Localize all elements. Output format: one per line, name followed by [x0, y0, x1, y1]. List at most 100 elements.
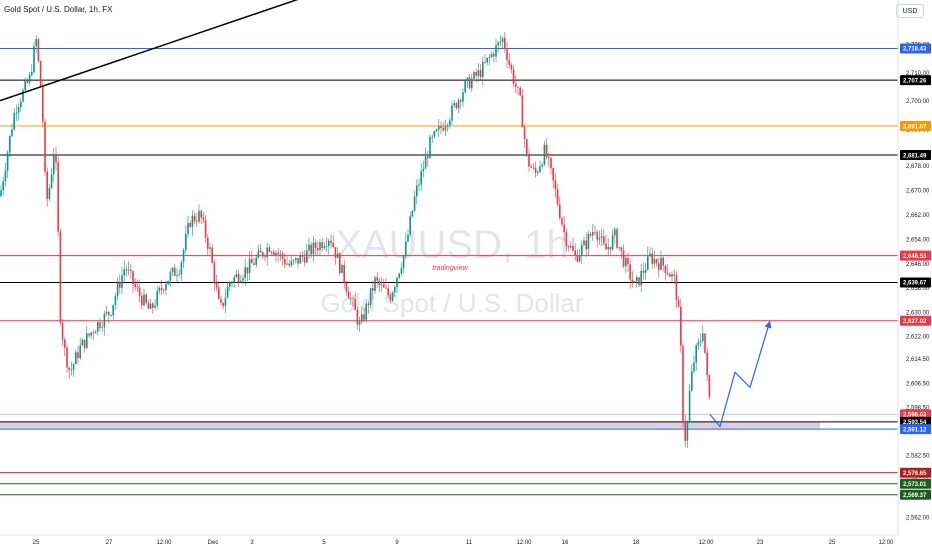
candle-body: [651, 253, 653, 264]
candle-body: [209, 247, 211, 249]
candle-body: [341, 264, 343, 273]
candle-body: [543, 144, 546, 165]
candle-body: [108, 311, 110, 316]
trendline[interactable]: [0, 0, 350, 102]
candle-body: [200, 210, 202, 218]
candle-body: [215, 283, 218, 288]
candle-body: [600, 236, 603, 238]
candle-body: [264, 256, 266, 258]
candle-body: [101, 327, 103, 328]
candle-body: [501, 37, 504, 42]
candle-body: [110, 315, 112, 316]
candle-body: [242, 277, 244, 281]
candle-body: [295, 257, 297, 261]
candle-body: [163, 289, 165, 291]
candle-body: [299, 255, 301, 264]
candle-body: [431, 136, 433, 138]
candle-body: [394, 287, 396, 293]
candle-body: [156, 291, 158, 306]
time-axis[interactable]: 25 27 12:00 Dec 3 5 9 11 12:00 16 18 12:00 23 25 12:00: [0, 534, 898, 546]
candle-body: [666, 272, 669, 275]
candle-body: [644, 269, 647, 273]
candle-body: [455, 103, 458, 109]
candle-body: [482, 62, 484, 78]
candle-body: [671, 274, 673, 277]
candle-body: [321, 242, 323, 249]
price-tag: [900, 277, 931, 288]
candle-body: [691, 371, 693, 391]
candle-body: [59, 231, 62, 323]
price-tag-label: 2,576.65: [903, 471, 927, 477]
candle-body: [389, 295, 392, 301]
candle-body: [328, 240, 330, 247]
candle-body: [418, 184, 420, 186]
x-tick-label: 23: [757, 540, 764, 546]
candle-body: [552, 167, 554, 181]
candle-body: [237, 274, 240, 283]
y-tick-label: 2,678.00: [906, 164, 930, 170]
candle-body: [149, 303, 152, 309]
candle-body: [61, 322, 64, 340]
candle-body: [693, 362, 695, 372]
candle-body: [413, 196, 416, 211]
candle-body: [532, 167, 535, 169]
price-tag-label: 2,596.03: [903, 413, 927, 419]
candle-body: [695, 345, 697, 363]
candle-body: [655, 259, 658, 264]
candle-body: [361, 314, 363, 322]
candle-body: [391, 292, 394, 301]
candle-body: [486, 57, 488, 63]
projection-arrow[interactable]: [709, 320, 771, 428]
y-tick-label: 2,654.00: [906, 238, 930, 244]
candle-body: [594, 231, 596, 233]
candle-body: [541, 164, 543, 167]
price-tag: [900, 75, 931, 86]
candle-body: [330, 240, 332, 243]
price-tag-label: 2,627.02: [903, 319, 927, 325]
candle-body: [332, 242, 334, 248]
y-tick-label: 2,638.00: [906, 286, 930, 292]
candle-body: [112, 305, 114, 316]
candle-body: [229, 282, 231, 287]
currency-button[interactable]: USD: [896, 4, 924, 18]
candle-body: [618, 247, 620, 249]
candle-body: [116, 282, 119, 297]
candle-body: [512, 69, 515, 84]
candle-body: [259, 250, 262, 253]
candle-body: [378, 280, 381, 285]
candle-body: [484, 62, 486, 63]
candle-body: [281, 253, 284, 259]
candle-body: [411, 210, 414, 217]
candle-body: [444, 126, 447, 131]
candle-body: [257, 250, 260, 258]
candle-body: [202, 217, 205, 220]
candle-body: [396, 277, 398, 288]
y-tick-label: 2,710.00: [906, 71, 930, 77]
candle-body: [167, 280, 169, 285]
candle-body: [42, 86, 44, 122]
candle-body: [178, 274, 180, 276]
candle-body: [187, 223, 189, 235]
x-tick-label: 3: [250, 540, 254, 546]
candle-body: [640, 270, 642, 286]
candle-body: [90, 332, 92, 336]
x-tick-label: Dec: [208, 540, 219, 546]
candle-body: [152, 303, 154, 308]
candle-body: [677, 300, 680, 307]
candle-body: [534, 167, 537, 173]
candle-body: [629, 264, 631, 280]
candle-body: [446, 125, 449, 127]
y-tick-label: 2,622.00: [906, 335, 930, 341]
candle-body: [585, 240, 587, 249]
candle-body: [420, 170, 422, 185]
candle-body: [145, 294, 147, 303]
candle-body: [554, 180, 557, 190]
candle-body: [649, 253, 651, 256]
candle-body: [193, 215, 196, 222]
candle-body: [515, 83, 517, 87]
candle-body: [288, 263, 290, 266]
y-tick-label: 2,630.00: [906, 310, 930, 316]
candle-body: [248, 259, 251, 274]
candle-body: [22, 90, 24, 102]
